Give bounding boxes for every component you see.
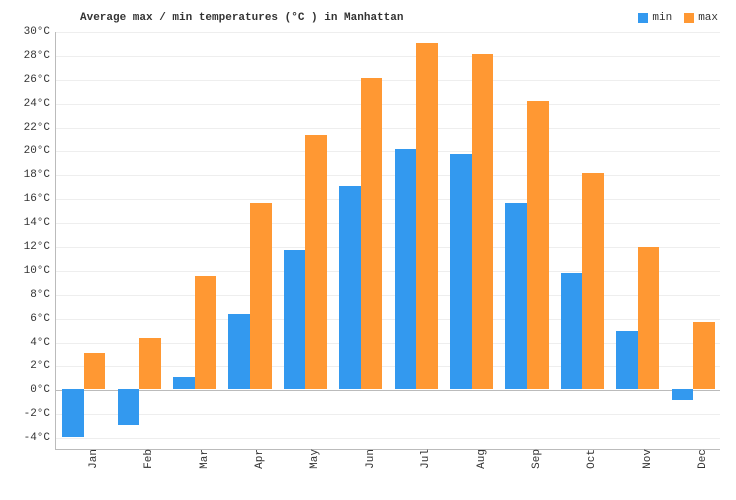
- bar-min: [118, 389, 140, 425]
- bar-min: [561, 273, 583, 389]
- x-tick-label: Dec: [693, 449, 709, 469]
- x-tick-label: Jan: [84, 449, 100, 469]
- x-tick-label: Aug: [472, 449, 488, 469]
- legend-swatch-min: [638, 13, 648, 23]
- y-tick-label: 10°C: [24, 265, 56, 277]
- y-tick-label: -4°C: [24, 432, 56, 444]
- month-group: Dec: [666, 32, 721, 449]
- bar-max: [416, 43, 438, 389]
- bar-min: [62, 389, 84, 437]
- month-group: Feb: [111, 32, 166, 449]
- bar-min: [616, 331, 638, 390]
- bar-min: [395, 149, 417, 389]
- x-tick-label: Mar: [195, 449, 211, 469]
- bar-min: [672, 389, 694, 400]
- bar-min: [450, 154, 472, 389]
- y-tick-label: 24°C: [24, 98, 56, 110]
- bar-max: [527, 101, 549, 389]
- y-tick-label: 8°C: [30, 289, 56, 301]
- x-tick-label: Jun: [361, 449, 377, 469]
- bar-min: [173, 377, 195, 389]
- bar-max: [195, 276, 217, 389]
- legend-item-min: min: [638, 12, 672, 24]
- bar-max: [250, 203, 272, 389]
- y-tick-label: 30°C: [24, 26, 56, 38]
- bar-max: [638, 247, 660, 389]
- bar-min: [228, 314, 250, 389]
- y-tick-label: 0°C: [30, 384, 56, 396]
- bar-max: [472, 54, 494, 390]
- month-group: May: [278, 32, 333, 449]
- bar-min: [505, 203, 527, 389]
- x-tick-label: Oct: [582, 449, 598, 469]
- y-tick-label: 6°C: [30, 313, 56, 325]
- chart-legend: min max: [638, 12, 718, 24]
- month-group: Jun: [333, 32, 388, 449]
- bar-max: [582, 173, 604, 389]
- month-group: Jul: [389, 32, 444, 449]
- chart-title: Average max / min temperatures (°C ) in …: [80, 12, 403, 24]
- bar-min: [339, 186, 361, 389]
- y-tick-label: 18°C: [24, 169, 56, 181]
- y-tick-label: 20°C: [24, 145, 56, 157]
- legend-label-max: max: [698, 12, 718, 24]
- y-tick-label: 14°C: [24, 217, 56, 229]
- legend-swatch-max: [684, 13, 694, 23]
- month-group: Jan: [56, 32, 111, 449]
- bar-max: [139, 338, 161, 389]
- x-tick-label: Nov: [638, 449, 654, 469]
- y-tick-label: 4°C: [30, 337, 56, 349]
- x-tick-label: Apr: [250, 449, 266, 469]
- y-tick-label: 28°C: [24, 50, 56, 62]
- bar-min: [284, 250, 306, 390]
- temperature-chart: Average max / min temperatures (°C ) in …: [0, 0, 736, 500]
- month-group: Nov: [610, 32, 665, 449]
- legend-label-min: min: [652, 12, 672, 24]
- x-tick-label: May: [305, 449, 321, 469]
- month-group: Mar: [167, 32, 222, 449]
- y-tick-label: 12°C: [24, 241, 56, 253]
- y-tick-label: 2°C: [30, 360, 56, 372]
- x-tick-label: Sep: [527, 449, 543, 469]
- month-group: Aug: [444, 32, 499, 449]
- legend-item-max: max: [684, 12, 718, 24]
- bar-max: [84, 353, 106, 389]
- bar-max: [693, 322, 715, 389]
- y-tick-label: 26°C: [24, 74, 56, 86]
- month-group: Apr: [222, 32, 277, 449]
- bar-max: [361, 78, 383, 390]
- x-tick-label: Jul: [416, 449, 432, 469]
- x-tick-label: Feb: [139, 449, 155, 469]
- month-group: Oct: [555, 32, 610, 449]
- month-group: Sep: [499, 32, 554, 449]
- y-tick-label: -2°C: [24, 408, 56, 420]
- y-tick-label: 16°C: [24, 193, 56, 205]
- y-tick-label: 22°C: [24, 122, 56, 134]
- bar-max: [305, 135, 327, 389]
- plot-area: -4°C-2°C0°C2°C4°C6°C8°C10°C12°C14°C16°C1…: [55, 32, 720, 450]
- bars-layer: JanFebMarAprMayJunJulAugSepOctNovDec: [56, 32, 720, 449]
